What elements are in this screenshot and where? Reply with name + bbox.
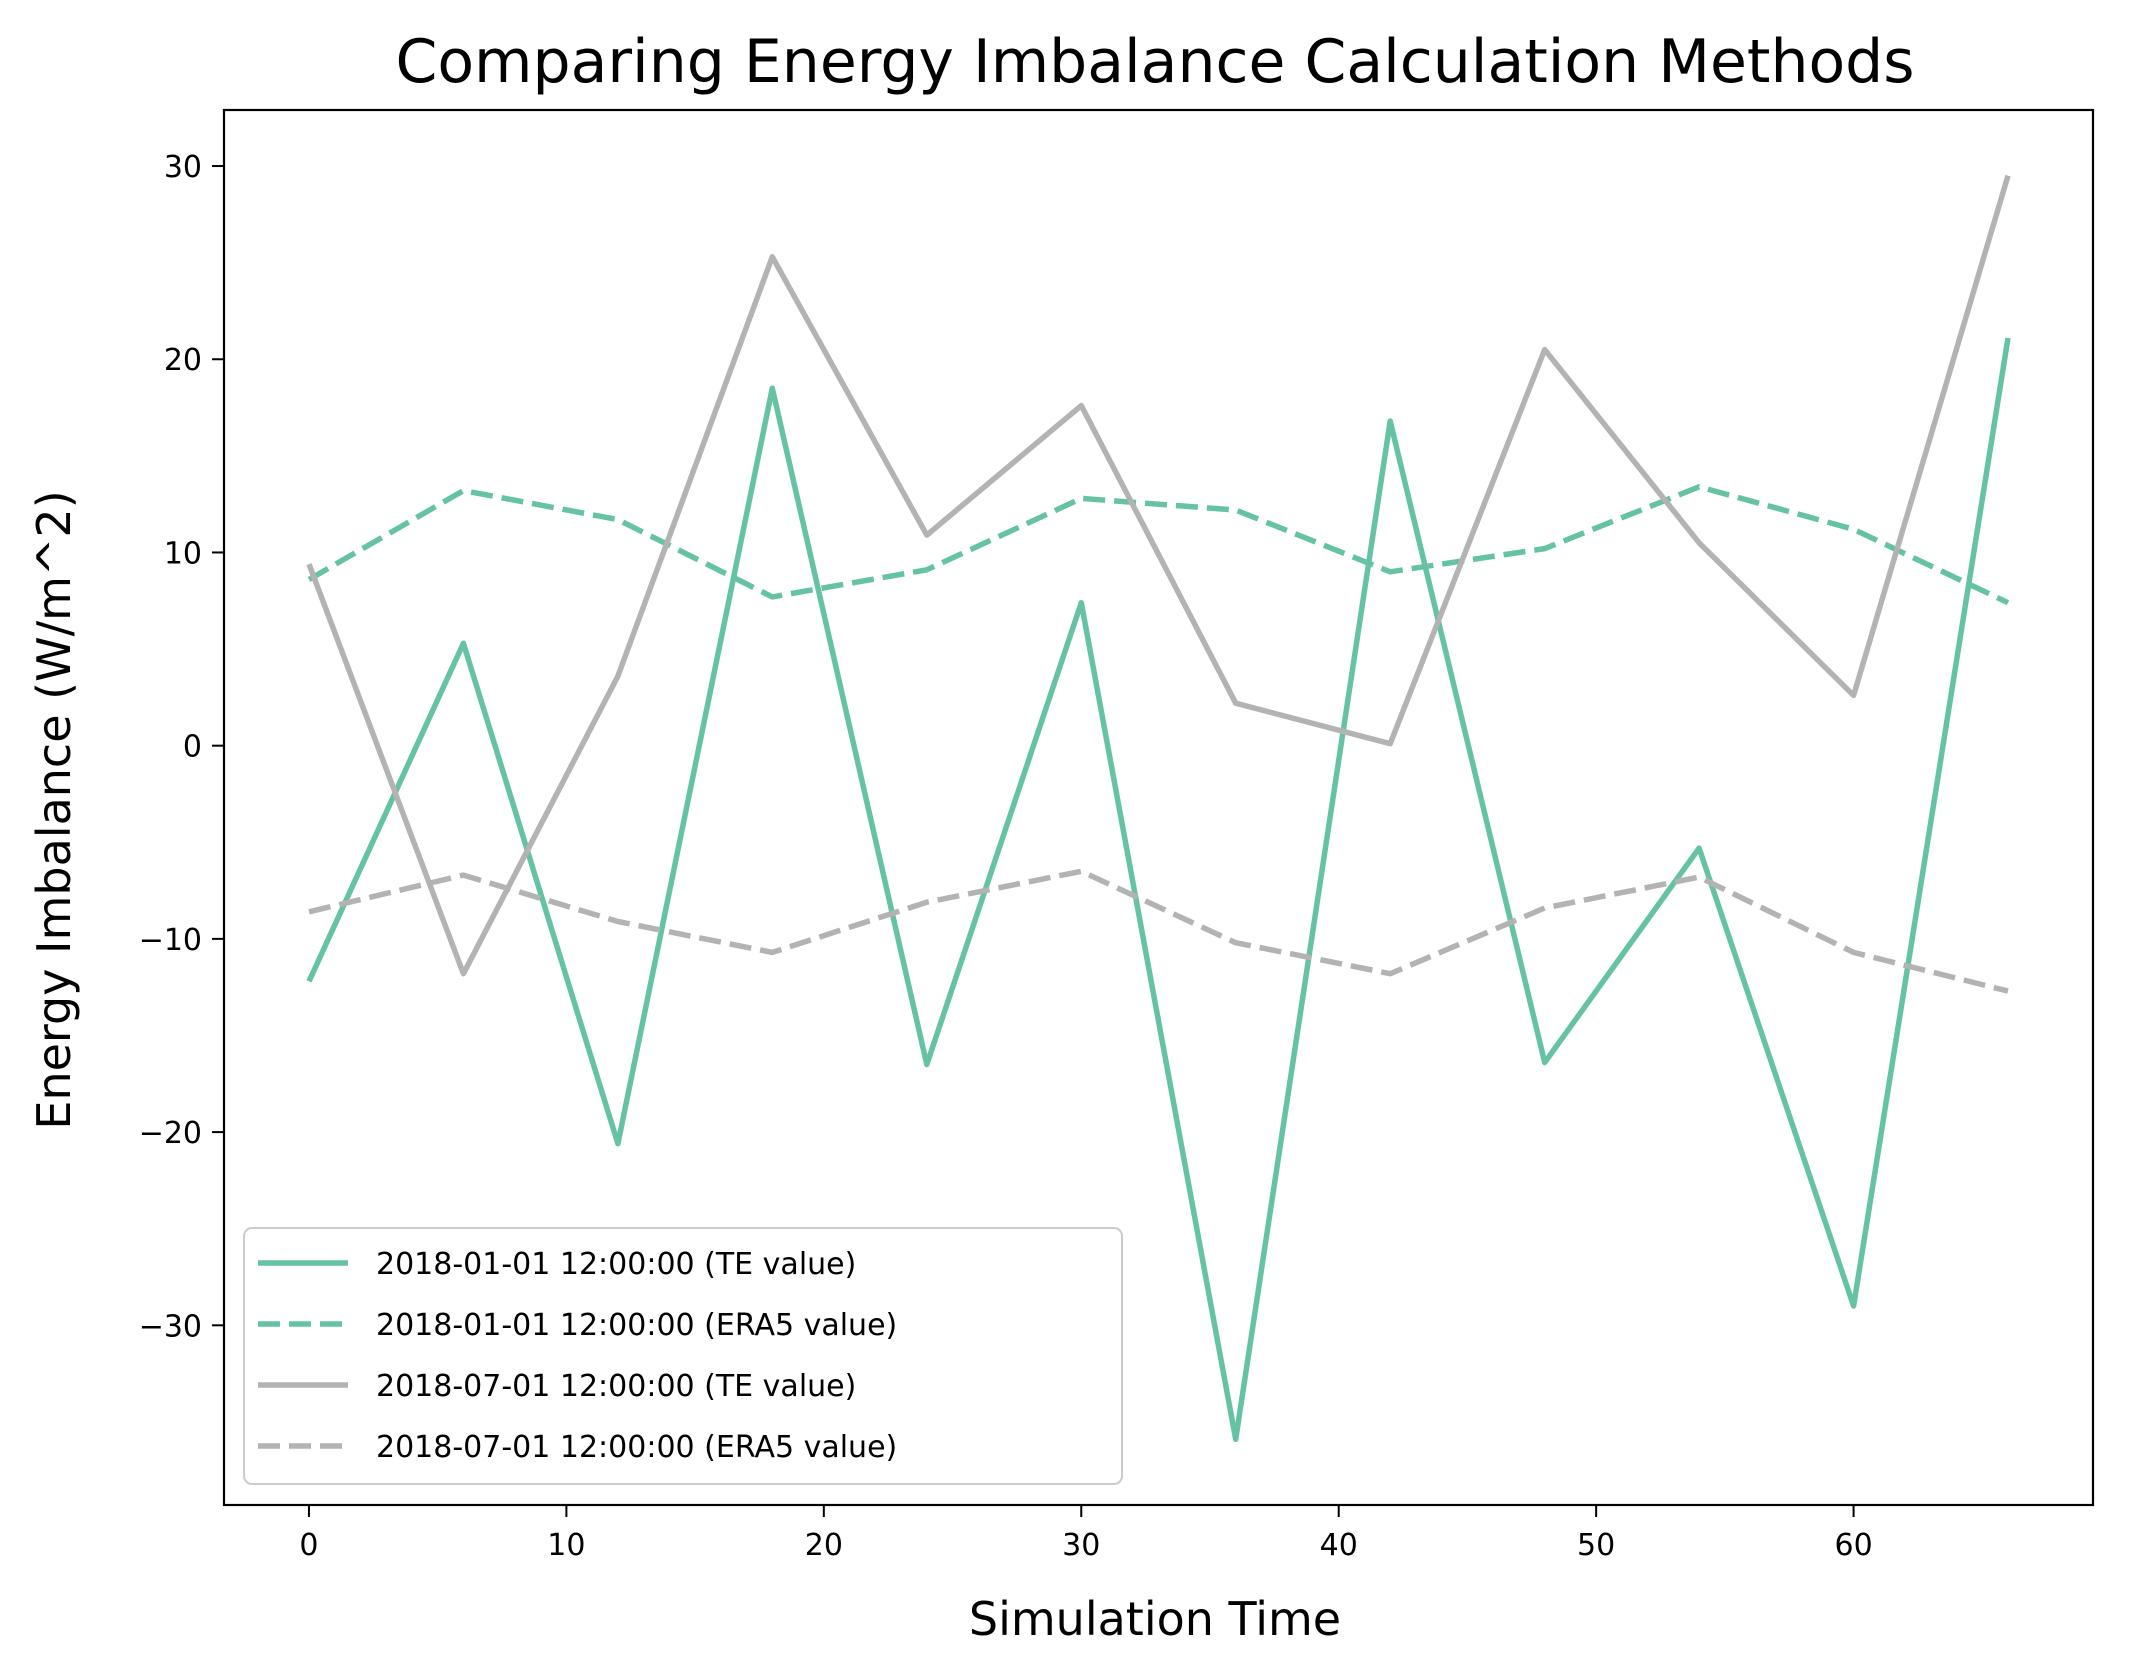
- x-axis-title: Simulation Time: [969, 1592, 1341, 1646]
- legend-box: [243, 1227, 1123, 1485]
- legend-label-1: 2018-01-01 12:00:00 (TE value): [376, 1247, 856, 1282]
- y-tick-label: 30: [164, 150, 202, 185]
- x-tick-label: 0: [299, 1528, 318, 1563]
- legend-label-3: 2018-07-01 12:00:00 (TE value): [376, 1369, 856, 1404]
- y-axis-title: Energy Imbalance (W/m^2): [27, 490, 81, 1129]
- x-tick-label: 20: [805, 1528, 843, 1563]
- series-line-4: [308, 868, 2009, 994]
- x-tick-label: 30: [1062, 1528, 1100, 1563]
- y-tick-label: −20: [139, 1116, 202, 1151]
- plot-area: 0 10 20 30 40 50 60 −30 −20 −10 0 10 20 30 2018-01-01 …: [139, 108, 2095, 1563]
- x-tick-label: 50: [1577, 1528, 1615, 1563]
- y-tick-label: 10: [164, 536, 202, 571]
- y-tick-label: 20: [164, 343, 202, 378]
- y-tick-label: 0: [183, 730, 202, 765]
- x-tick-label: 40: [1320, 1528, 1358, 1563]
- series-line-2: [307, 484, 2010, 606]
- x-tick-label: 60: [1834, 1528, 1872, 1563]
- series-line-3: [306, 174, 2011, 977]
- series-line-1: [306, 337, 2011, 1443]
- legend-label-4: 2018-07-01 12:00:00 (ERA5 value): [376, 1430, 897, 1465]
- chart-title: Comparing Energy Imbalance Calculation M…: [395, 27, 1914, 97]
- legend-label-2: 2018-01-01 12:00:00 (ERA5 value): [376, 1308, 897, 1343]
- plot-frame: [222, 108, 2095, 1507]
- y-tick-label: −10: [139, 923, 202, 958]
- x-tick-label: 10: [547, 1528, 585, 1563]
- y-tick-label: −30: [139, 1309, 202, 1344]
